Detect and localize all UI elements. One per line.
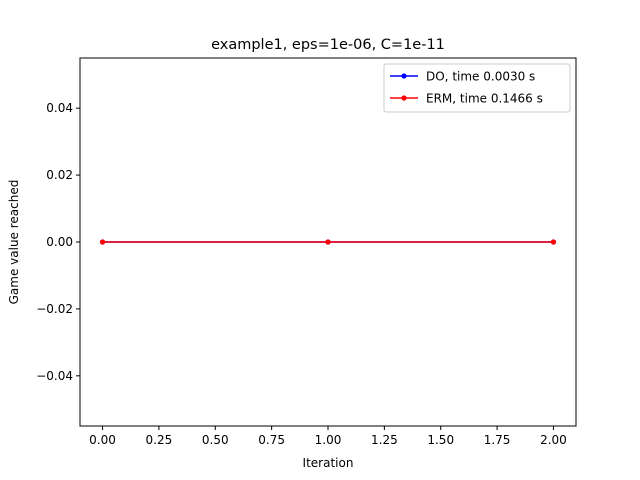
x-tick-label: 1.50	[427, 433, 454, 447]
series-2-point	[99, 239, 106, 245]
x-tick-label: 1.75	[484, 433, 511, 447]
series-2-point	[550, 239, 557, 245]
y-tick-label: 0.00	[46, 235, 73, 249]
plot-area-frame	[79, 57, 577, 427]
x-tick-label: 2.00	[540, 433, 567, 447]
series-2-point	[325, 239, 331, 245]
x-tick-label: 0.50	[202, 433, 229, 447]
x-tick-label: 1.00	[315, 433, 342, 447]
plot-data	[99, 239, 557, 245]
x-tick-label: 0.75	[258, 433, 285, 447]
x-axis-label: Iteration	[303, 456, 354, 470]
y-tick-label: −0.04	[36, 369, 73, 383]
legend-label-2: ERM, time 0.1466 s	[426, 92, 543, 106]
legend-box	[383, 63, 571, 113]
y-tick-label: 0.02	[46, 168, 73, 182]
axis-ticks: 0.00 0.25 0.50 0.75 1.00 1.25 1.50 1.75 2.00 −0.0…	[36, 101, 567, 447]
x-tick-label: 0.25	[146, 433, 173, 447]
chart-title: example1, eps=1e-06, C=1e-11	[211, 37, 445, 53]
y-axis-label: Game value reached	[7, 180, 21, 305]
legend-label-1: DO, time 0.0030 s	[426, 70, 535, 84]
y-tick-label: 0.04	[46, 101, 73, 115]
legend: DO, time 0.0030 s ERM, time 0.1466 s	[383, 63, 571, 113]
y-tick-label: −0.02	[36, 302, 73, 316]
x-tick-label: 1.25	[371, 433, 398, 447]
legend-marker-2	[401, 95, 407, 101]
legend-marker-1	[401, 73, 407, 79]
x-tick-label: 0.00	[89, 433, 116, 447]
